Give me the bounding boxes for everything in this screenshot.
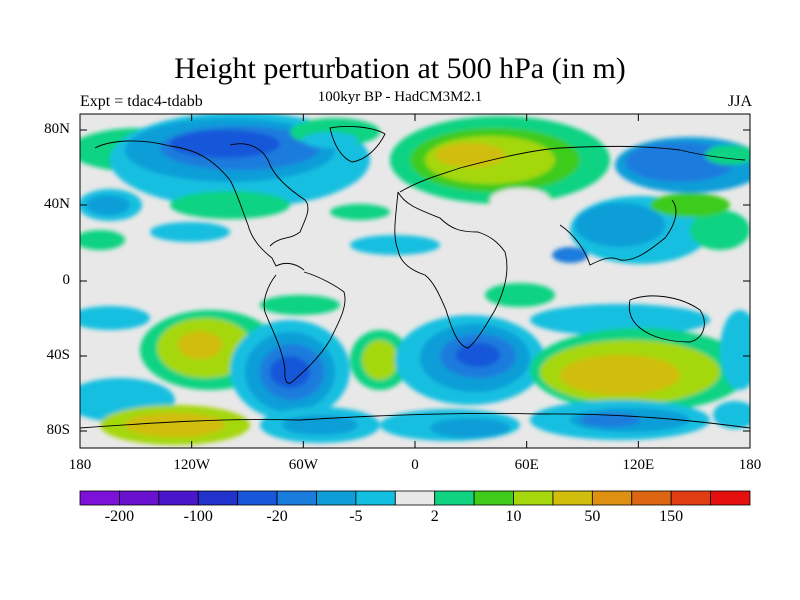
colorbar-swatch [591,490,633,506]
colorbar-swatch [473,490,514,506]
colorbar-label: -100 [183,508,213,525]
colorbar-swatch [119,490,160,506]
coastline-map [80,126,750,429]
colorbar-swatch [670,490,711,506]
colorbar-label: 50 [584,508,601,525]
colorbar-swatch [237,490,278,506]
chart-subtitle: 100kyr BP - HadCM3M2.1 [317,89,483,105]
colorbar-swatch [631,490,672,506]
latitude-tick-label: 40N [44,196,70,212]
longitude-tick-label: 120W [173,457,210,473]
colorbar [79,490,751,506]
colorbar-swatch [552,490,593,506]
colorbar-label: -20 [266,508,288,525]
experiment-label: Expt = tdac4-tdabb [80,93,203,110]
longitude-tick-label: 60E [514,457,539,473]
contour-field [80,114,750,448]
colorbar-label: 150 [659,508,684,525]
colorbar-label: 10 [505,508,522,525]
colorbar-swatch [197,490,239,506]
colorbar-label: -200 [104,508,135,525]
colorbar-label: 2 [430,508,439,525]
longitude-tick-label: 120E [622,457,655,473]
chart-title: Height perturbation at 500 hPa (in m) [174,52,626,85]
latitude-tick-label: 80S [46,422,70,438]
colorbar-swatch [513,490,554,506]
colorbar-swatch [276,490,317,506]
latitude-tick-label: 80N [44,121,70,137]
latitude-tick-label: 40S [46,347,70,363]
colorbar-swatch [710,490,751,506]
season-label: JJA [727,93,752,110]
colorbar-swatch [394,490,436,506]
longitude-tick-label: 0 [411,457,419,473]
colorbar-swatch [316,490,357,506]
colorbar-swatch [158,490,199,506]
axis-ticks [79,114,751,448]
colorbar-swatch [434,490,475,506]
longitude-tick-label: 180 [738,457,762,473]
latitude-tick-label: 0 [62,272,71,288]
longitude-tick-label: 60W [288,457,318,473]
colorbar-label: -5 [349,508,363,525]
colorbar-swatch [355,490,396,506]
longitude-tick-label: 180 [68,457,92,473]
colorbar-swatch [79,490,120,506]
